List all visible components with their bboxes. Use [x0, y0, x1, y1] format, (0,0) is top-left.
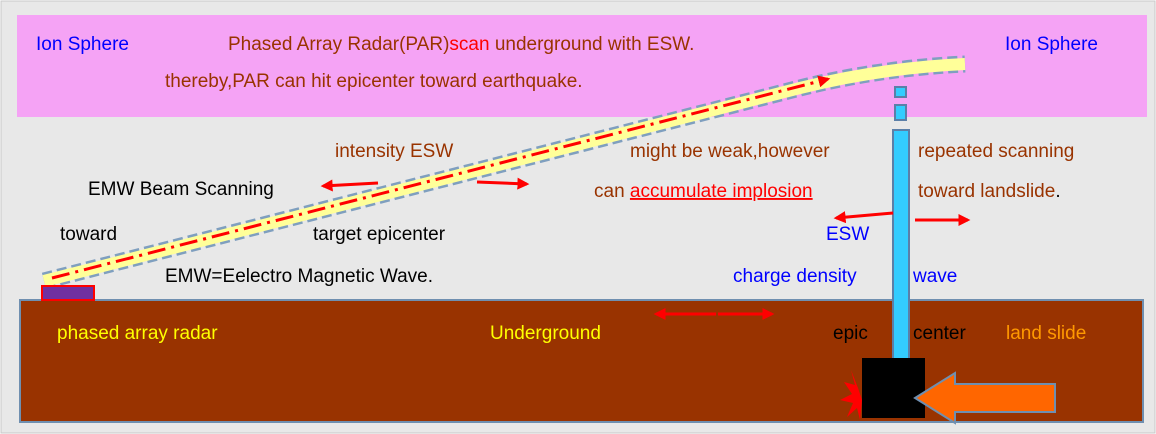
beam-ray	[51, 75, 831, 280]
label: phased array radar	[57, 323, 218, 344]
label: center	[913, 323, 966, 344]
label: might be weak,however	[630, 141, 830, 162]
label-part: can	[594, 181, 630, 202]
label-part: underground with ESW.	[490, 34, 695, 55]
label: ESW	[826, 224, 869, 245]
label-part: accumulate implosion	[630, 181, 813, 202]
arrow	[833, 211, 894, 224]
label-part: toward landslide	[918, 181, 1055, 202]
wave-segment	[894, 86, 907, 98]
label-part: .	[1055, 181, 1060, 202]
label: intensity ESW	[335, 141, 453, 162]
label: thereby,PAR can hit epicenter toward ear…	[165, 71, 583, 92]
epicenter-block	[862, 358, 925, 418]
label: target epicenter	[313, 224, 446, 245]
label: toward landslide.	[918, 181, 1061, 202]
label: toward	[60, 224, 117, 245]
label: Ion Sphere	[1005, 34, 1098, 55]
beam	[42, 58, 966, 287]
label: EMW Beam Scanning	[88, 179, 274, 200]
label: Underground	[490, 323, 601, 344]
label: EMW=Eelectro Magnetic Wave.	[165, 266, 433, 287]
label: Phased Array Radar(PAR)scan underground …	[228, 34, 694, 55]
label-part: scan	[449, 34, 489, 55]
wave-segment	[894, 104, 907, 121]
label: charge density	[733, 266, 857, 287]
label: land slide	[1006, 323, 1086, 344]
label: repeated scanning	[918, 141, 1074, 162]
label: can accumulate implosion	[594, 181, 813, 202]
label: Ion Sphere	[36, 34, 129, 55]
landslide-arrow	[913, 371, 1056, 425]
label: wave	[912, 266, 957, 287]
arrow	[320, 179, 379, 192]
arrows	[320, 177, 971, 320]
label: epic	[833, 323, 868, 344]
radar-antenna	[41, 285, 95, 301]
burst	[840, 370, 862, 420]
arrow	[476, 177, 530, 190]
ion-sphere-band	[17, 15, 1147, 117]
label-part: Phased Array Radar(PAR)	[228, 34, 449, 55]
